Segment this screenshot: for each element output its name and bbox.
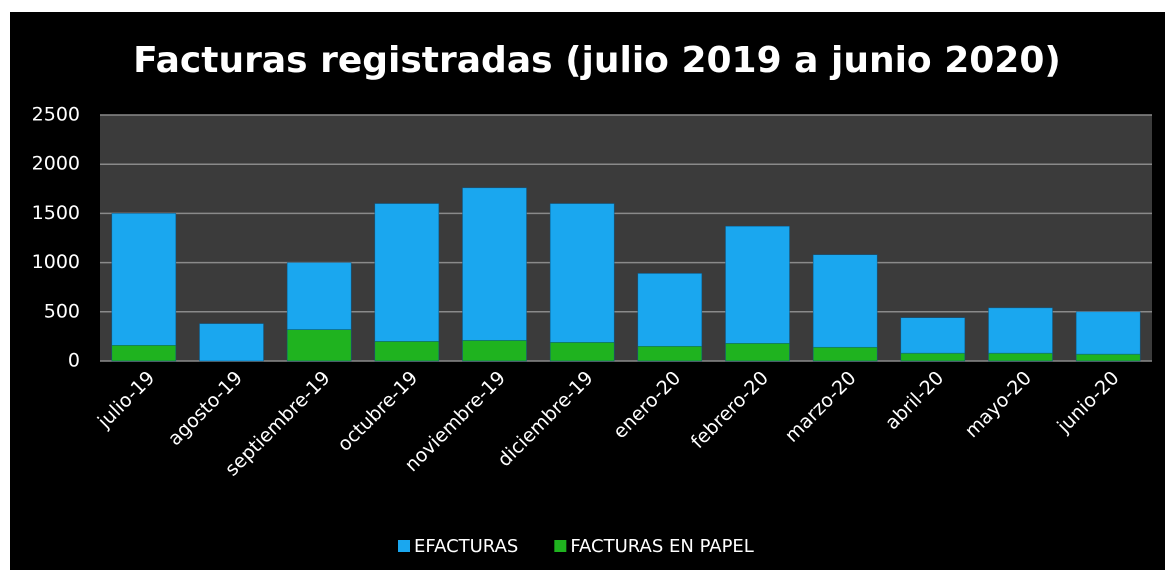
chart-title: Facturas registradas (julio 2019 a junio… bbox=[133, 40, 1061, 81]
bar-segment bbox=[462, 340, 527, 362]
bar-segment bbox=[374, 203, 440, 342]
bar-segment bbox=[549, 203, 615, 343]
y-tick-label: 500 bbox=[44, 300, 80, 322]
bar-segment bbox=[111, 345, 177, 362]
legend-label: EFACTURAS bbox=[414, 536, 518, 557]
bar-segment bbox=[988, 352, 1053, 362]
y-tick-label: 2500 bbox=[32, 104, 80, 126]
bar-segment bbox=[374, 341, 440, 362]
bar-segment bbox=[462, 187, 527, 341]
plot-area bbox=[100, 115, 1152, 361]
bar-segment bbox=[988, 307, 1053, 354]
bar-segment bbox=[900, 317, 966, 354]
bar-segment bbox=[637, 273, 703, 347]
legend-swatch bbox=[554, 540, 567, 552]
bar-segment bbox=[725, 343, 790, 362]
bar-segment bbox=[812, 346, 878, 362]
y-tick-label: 1500 bbox=[32, 202, 80, 224]
bar-segment bbox=[111, 213, 177, 346]
bar-segment bbox=[812, 254, 878, 348]
legend-swatch bbox=[398, 540, 410, 552]
bar-segment bbox=[286, 262, 352, 330]
y-tick-label: 2000 bbox=[32, 153, 80, 175]
bar-segment bbox=[637, 345, 703, 362]
bar-segment bbox=[1075, 311, 1141, 355]
legend-label: FACTURAS EN PAPEL bbox=[570, 536, 754, 557]
bar-segment bbox=[725, 225, 790, 344]
y-tick-label: 1000 bbox=[32, 251, 80, 273]
y-tick-label: 0 bbox=[68, 350, 80, 372]
bar-segment bbox=[1075, 353, 1141, 362]
bar-segment bbox=[900, 352, 966, 362]
bar-segment bbox=[286, 329, 352, 362]
bar-segment bbox=[549, 342, 615, 362]
bar-segment bbox=[199, 323, 264, 362]
